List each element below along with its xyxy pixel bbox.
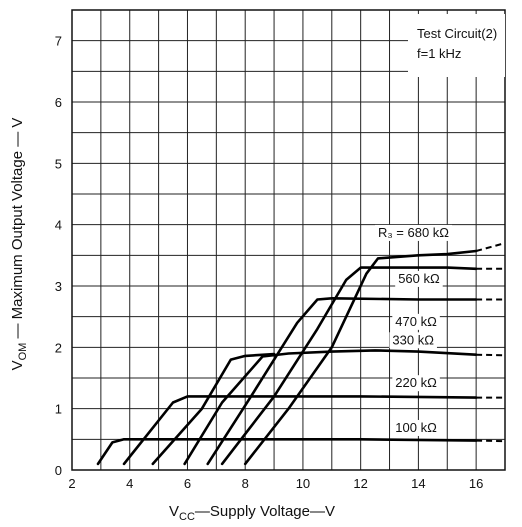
series-line-4 [151,352,276,466]
curve-label-2: 470 kΩ [395,314,437,329]
series-line-1 [220,266,478,466]
x-tick-label: 16 [469,476,483,491]
curve-label-3: 330 kΩ [392,332,434,347]
x-tick-label: 2 [68,476,75,491]
y-axis-title-main: V [9,360,26,370]
y-tick-label: 1 [55,402,62,417]
y-tick-label: 6 [55,95,62,110]
annotation-test-circuit: Test Circuit(2) [417,26,497,41]
x-tick-label: 12 [353,476,367,491]
plot-frame [71,9,506,471]
x-tick-label: 14 [411,476,425,491]
y-axis-title-rest: — Maximum Output Voltage — V [9,118,26,343]
series-line-3 [183,349,478,466]
curve-labels: R₃ = 680 kΩ 560 kΩ 470 kΩ 330 kΩ 220 kΩ 100 k… [374,224,453,436]
curve-label-4: 220 kΩ [395,375,437,390]
y-axis-title-sub: OM [17,343,29,361]
series-line-6 [96,438,478,466]
annotation-frequency: f=1 kHz [417,46,461,61]
curve-label-bg [389,332,437,349]
curve-label-bg [374,224,453,241]
x-axis-title-rest: —Supply Voltage—V [195,503,335,520]
series-extension-0 [475,242,506,252]
series-line-5 [122,395,478,466]
y-tick-label: 7 [55,34,62,49]
y-tick-label: 0 [55,463,62,478]
x-tick-label: 6 [184,476,191,491]
y-axis-title: VOM — Maximum Output Voltage — V [9,118,29,371]
series-extension-6 [476,439,506,443]
x-tick-label: 4 [126,476,133,491]
y-tick-label: 2 [55,340,62,355]
x-tick-label: 8 [242,476,249,491]
curves [96,242,506,466]
curve-label-bg [395,270,443,287]
series-line-0 [243,249,478,466]
curve-label-0: R₃ = 680 kΩ [378,225,449,240]
curve-label-5: 100 kΩ [395,420,437,435]
y-tick-label: 4 [55,218,62,233]
curve-label-bg [392,375,440,392]
curve-label-bg [392,419,440,436]
y-tick-label: 5 [55,156,62,171]
annotation-box [408,14,505,77]
x-tick-label: 10 [296,476,310,491]
curve-label-bg [392,313,440,330]
curve-label-1: 560 kΩ [398,271,440,286]
x-axis-title: VCC—Supply Voltage—V [169,503,335,523]
y-tick-label: 3 [55,279,62,294]
x-axis-title-sub: CC [179,511,195,523]
x-axis-title-main: V [169,503,179,520]
series-extension-3 [476,353,506,357]
